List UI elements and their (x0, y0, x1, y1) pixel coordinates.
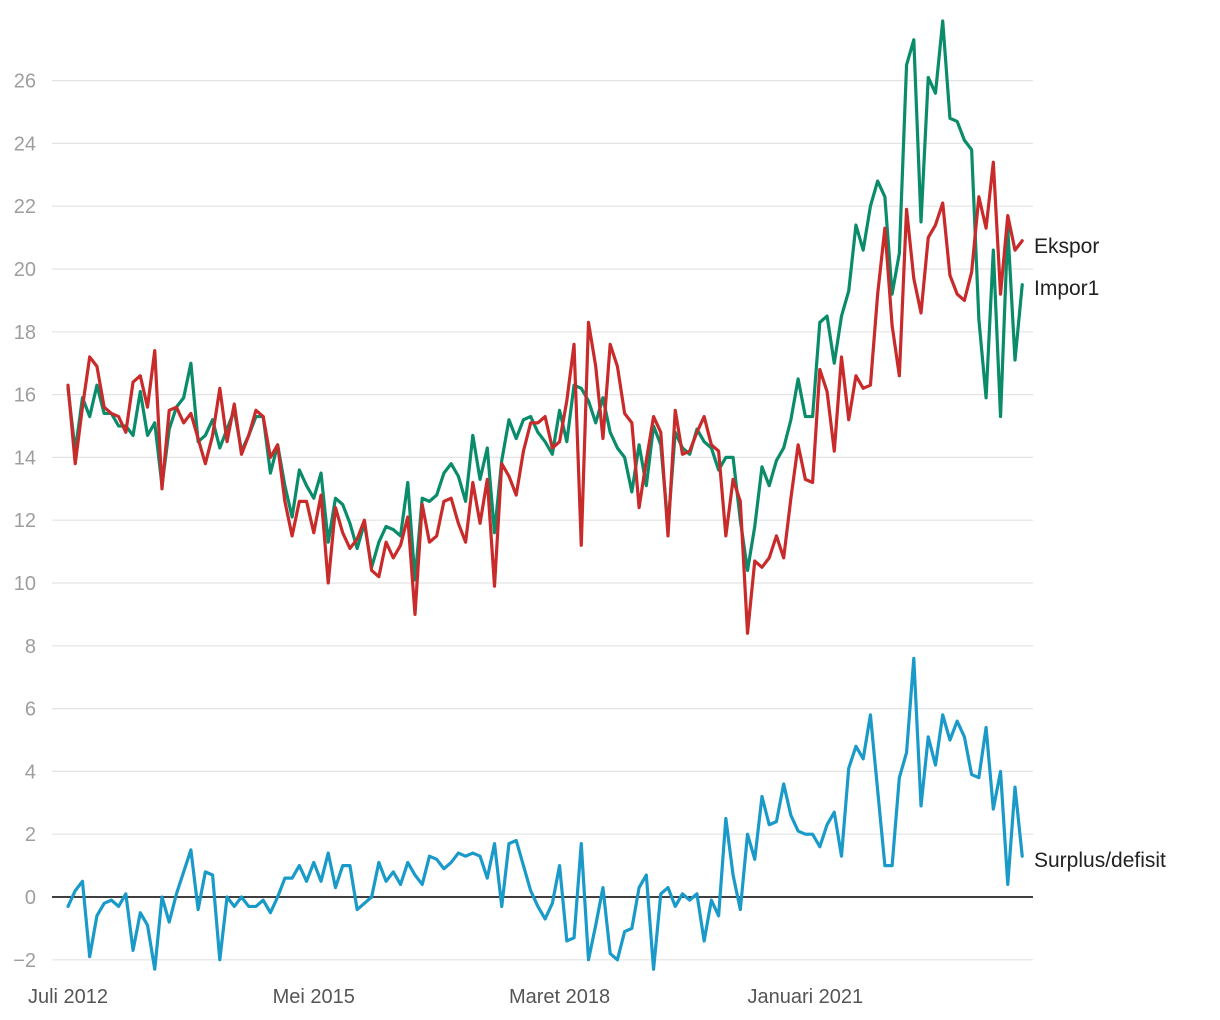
x-tick-label: Maret 2018 (509, 986, 610, 1008)
y-tick-label: 8 (25, 636, 36, 658)
x-tick-label: Januari 2021 (748, 986, 864, 1008)
y-tick-label: 18 (14, 322, 36, 344)
y-tick-label: 6 (25, 699, 36, 721)
y-tick-label: 4 (25, 761, 36, 783)
series-line-ekspor (66, 160, 1024, 635)
series-line-impor1 (66, 19, 1024, 582)
x-tick-label: Juli 2012 (28, 986, 108, 1008)
series-label-impor1: Impor1 (1034, 277, 1099, 300)
y-tick-label: 16 (14, 385, 36, 407)
y-tick-label: 26 (14, 71, 36, 93)
series-labels: Impor1 Ekspor Surplus/defisit (1034, 235, 1166, 872)
y-tick-label: 20 (14, 259, 36, 281)
x-tick-label: Mei 2015 (273, 986, 355, 1008)
series-line-surplus-defisit (66, 656, 1024, 971)
y-tick-label: 2 (25, 824, 36, 846)
y-tick-label: 14 (14, 447, 36, 469)
y-tick-label: 12 (14, 510, 36, 532)
series-label-surplus-defisit: Surplus/defisit (1034, 849, 1166, 872)
y-tick-label: 0 (25, 887, 36, 909)
series-label-ekspor: Ekspor (1034, 235, 1099, 258)
y-tick-label: 22 (14, 196, 36, 218)
y-tick-label: 10 (14, 573, 36, 595)
series-layer (66, 19, 1024, 971)
y-tick-label: −2 (13, 950, 36, 972)
y-tick-label: 24 (14, 133, 36, 155)
x-axis-ticks: Juli 2012 Mei 2015 Maret 2018 Januari 2021 (28, 986, 863, 1008)
